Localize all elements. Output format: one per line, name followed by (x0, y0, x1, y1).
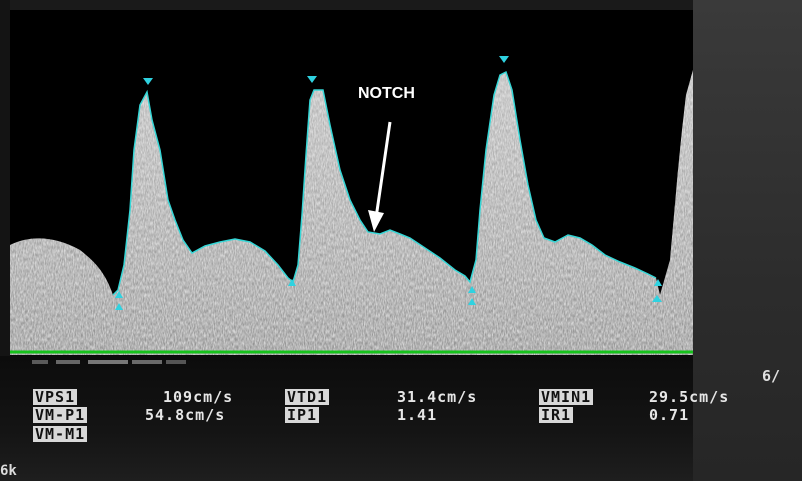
value-vmin1: 29.5cm/s (649, 388, 730, 406)
notch-arrow-icon (368, 121, 392, 232)
label-ip1: IP1 (285, 406, 320, 424)
label-vm-m1: VM-M1 (33, 425, 88, 443)
label-vps1: VPS1 (33, 388, 78, 406)
diastole-marker-icon (468, 286, 476, 293)
notch-annotation: NOTCH (358, 85, 415, 102)
measurement-area (0, 356, 693, 481)
label-vm-p1: VM-P1 (33, 406, 88, 424)
diastole-marker-icon (288, 279, 296, 286)
value-vps1: 109cm/s (163, 388, 234, 406)
diastole-marker-icon (115, 291, 123, 298)
corner-indicator: 6k (0, 463, 17, 479)
image-left-border (0, 0, 10, 360)
side-panel (693, 0, 802, 481)
label-ir1: IR1 (539, 406, 574, 424)
peak-marker-icon (143, 78, 153, 85)
lower-echo-strip (32, 360, 186, 364)
doppler-spectral-display (10, 10, 693, 355)
value-ir1: 0.71 (649, 406, 690, 424)
velocity-envelope-trace (112, 70, 657, 296)
diastole-marker-icon (468, 298, 476, 305)
image-top-border (0, 0, 693, 10)
measurement-markers (115, 56, 662, 310)
peak-marker-icon (499, 56, 509, 63)
label-vmin1: VMIN1 (539, 388, 594, 406)
value-ip1: 1.41 (397, 406, 438, 424)
peak-marker-icon (307, 76, 317, 83)
diastole-marker-icon (115, 303, 123, 310)
label-vtd1: VTD1 (285, 388, 330, 406)
value-vm-p1: 54.8cm/s (145, 406, 226, 424)
doppler-waveform (10, 10, 693, 355)
scale-indicator: 6/ (762, 367, 781, 385)
value-vtd1: 31.4cm/s (397, 388, 478, 406)
diastole-marker-icon (654, 279, 662, 286)
diastole-marker-icon (652, 295, 662, 302)
